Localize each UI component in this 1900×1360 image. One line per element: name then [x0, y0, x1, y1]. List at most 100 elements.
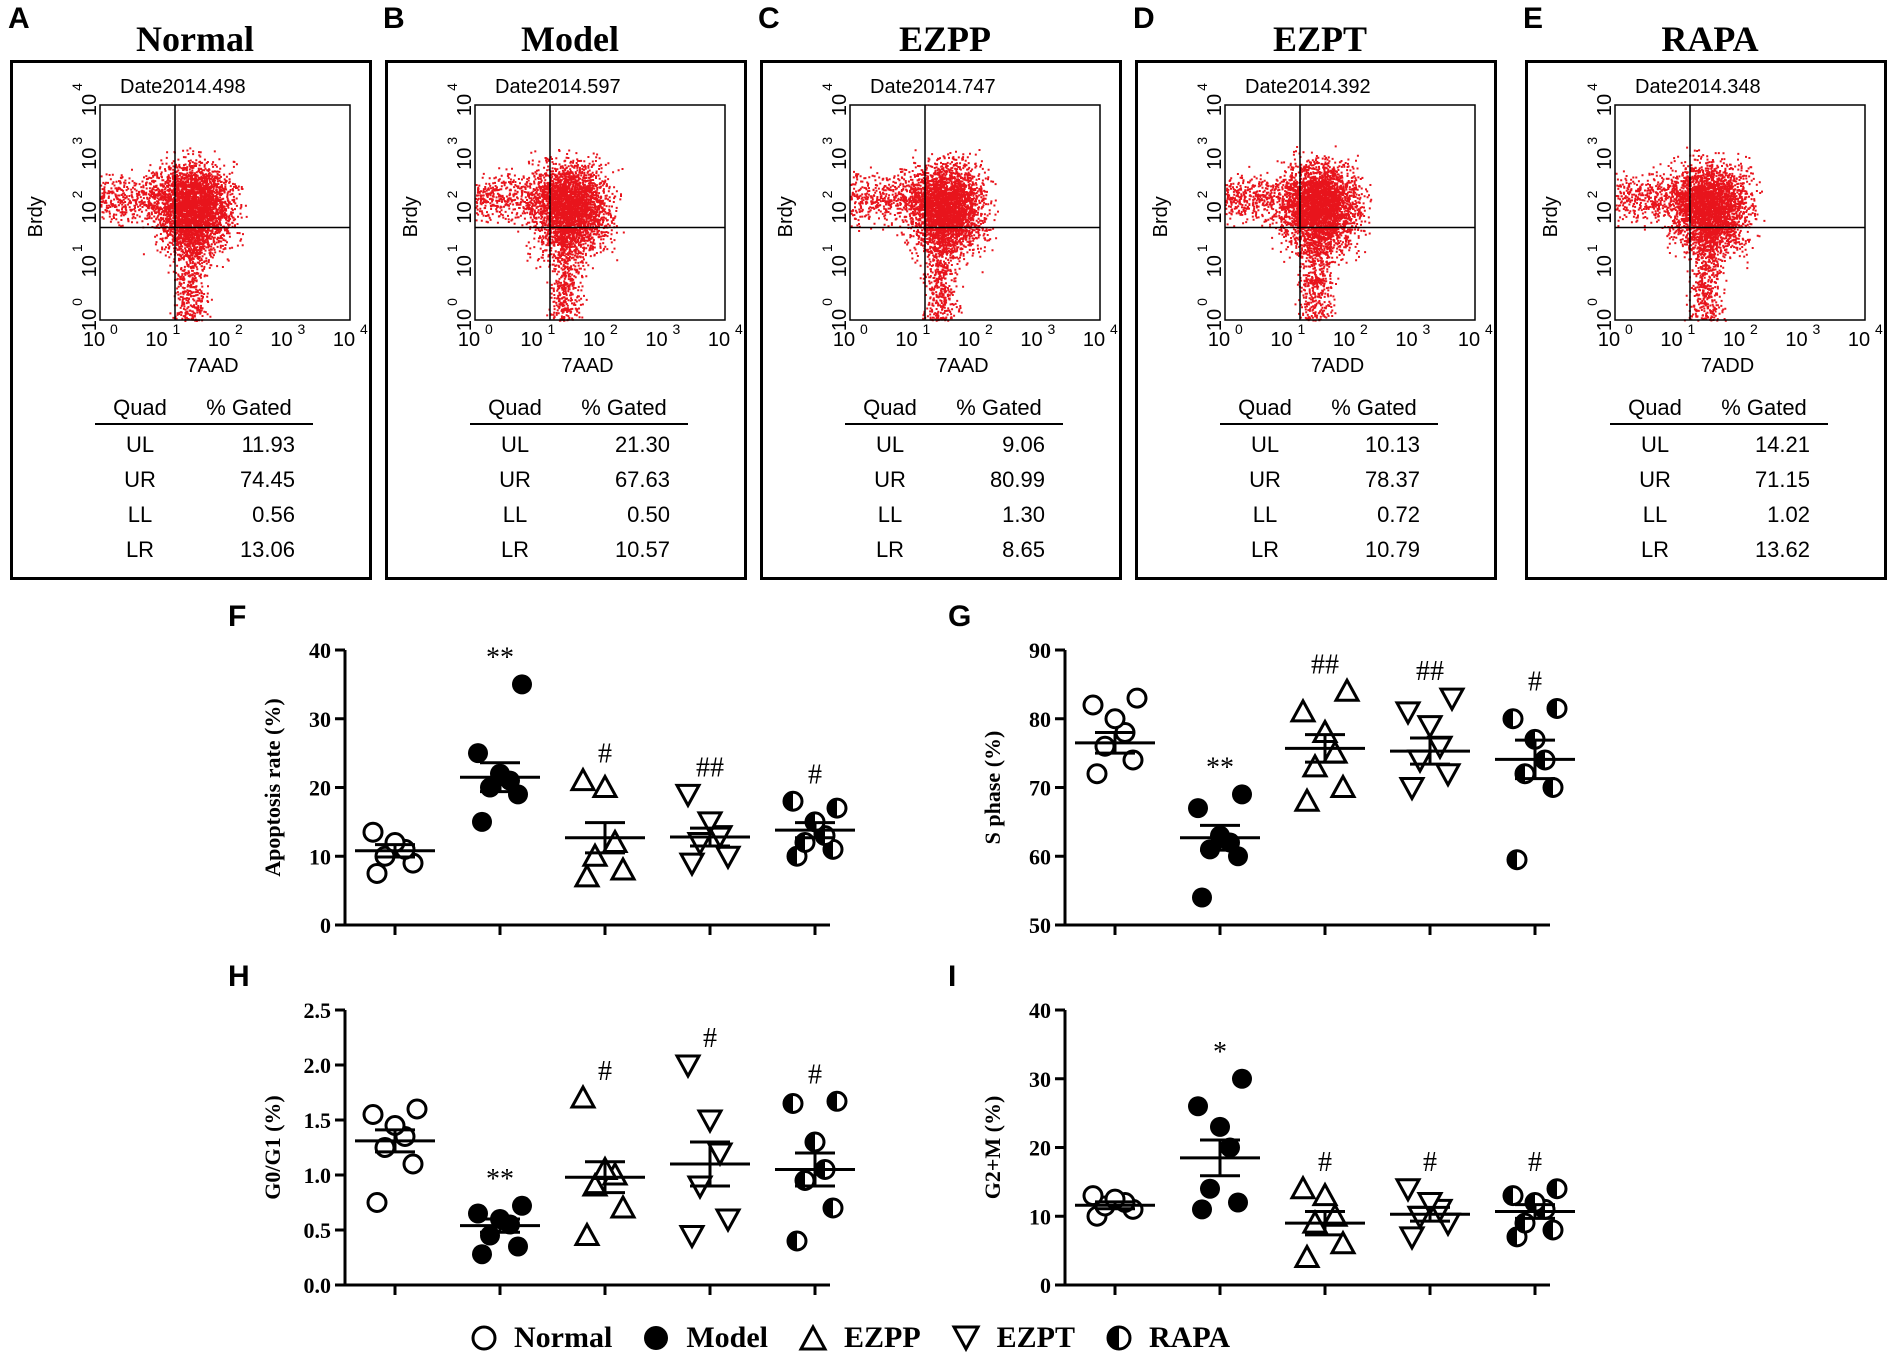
legend: Normal Model EZPP EZPT RAPA	[470, 1318, 1230, 1358]
table-header: Quad	[95, 395, 185, 425]
table-row: LR 8.65	[845, 530, 1063, 565]
significance-annotation: ##	[1416, 656, 1444, 687]
gated-value: 80.99	[989, 467, 1045, 492]
quad-table: Quad% Gated UL 10.13 UR 78.37 LL 0.72 LR 10.79	[1220, 395, 1438, 565]
table-row: LL 0.56	[95, 495, 313, 530]
gated-value: 0.72	[1377, 502, 1420, 527]
data-point	[1104, 708, 1126, 730]
data-point	[1126, 687, 1148, 709]
group-ezpt: ##	[670, 752, 750, 878]
y-tick-label: 10	[1594, 201, 1616, 223]
gated-value: 71.15	[1754, 467, 1810, 492]
gated-value: 10.57	[614, 537, 670, 562]
gated-value: 74.45	[239, 467, 295, 492]
significance-annotation: **	[486, 642, 514, 673]
quad-name: LR	[1250, 537, 1280, 562]
x-tick-label: 10	[1458, 329, 1480, 351]
group-normal	[1075, 1185, 1155, 1227]
y-tick-label: 80	[1029, 707, 1051, 732]
gated-value: 10.79	[1364, 537, 1420, 562]
data-point	[696, 1109, 724, 1135]
table-header: Quad	[470, 395, 560, 425]
y-tick-exponent: 0	[819, 298, 835, 306]
group-rapa: #	[775, 1059, 855, 1252]
x-tick-exponent: 0	[860, 321, 868, 337]
group-model: *	[1180, 1037, 1260, 1220]
data-point	[1289, 1174, 1317, 1200]
data-point	[1200, 1178, 1220, 1199]
quad-name: UR	[1639, 467, 1671, 492]
y-tick-label: 10	[79, 148, 101, 170]
data-point	[1232, 784, 1252, 805]
table-row: UL 9.06	[845, 424, 1063, 460]
significance-annotation: #	[808, 1059, 822, 1090]
quad-name: LL	[502, 502, 528, 527]
plot-frame	[474, 104, 726, 321]
y-tick-label: 10	[1594, 309, 1616, 331]
legend-item-normal: Normal	[470, 1321, 612, 1355]
x-tick-exponent: 3	[1813, 321, 1821, 337]
data-point	[1398, 1226, 1426, 1251]
table-row: UR 67.63	[470, 460, 688, 495]
y-tick-exponent: 4	[1584, 83, 1600, 91]
y-tick-label: 10	[79, 94, 101, 116]
data-point	[569, 1083, 597, 1109]
data-point	[1506, 849, 1528, 871]
data-point	[696, 811, 724, 836]
data-point	[1232, 1068, 1252, 1089]
significance-annotation: ##	[1311, 649, 1339, 680]
x-tick-exponent: 1	[923, 321, 931, 337]
significance-annotation: **	[486, 1164, 514, 1195]
y-tick-exponent: 0	[1194, 298, 1210, 306]
y-tick-exponent: 1	[444, 244, 460, 252]
y-tick-label: 20	[1029, 1136, 1051, 1161]
y-tick-exponent: 2	[819, 190, 835, 198]
quad-name: UL	[875, 432, 905, 457]
x-axis-label: 7AAD	[561, 355, 613, 377]
x-tick-exponent: 4	[1485, 321, 1493, 337]
legend-label-normal: Normal	[514, 1321, 613, 1354]
x-tick-label: 10	[208, 329, 230, 351]
gated-value: 11.93	[241, 432, 295, 457]
x-axis-label: 7AAD	[936, 355, 988, 377]
quad-name: UR	[499, 467, 531, 492]
data-point	[1220, 1137, 1240, 1158]
quad-name: LR	[500, 537, 530, 562]
y-tick-label: 10	[79, 201, 101, 223]
chart-letter: G	[948, 600, 972, 633]
table-row: LL 0.72	[1220, 495, 1438, 530]
group-normal	[355, 821, 435, 884]
y-tick-label: 90	[1029, 638, 1051, 663]
data-point	[581, 842, 609, 867]
y-tick-label: 10	[1594, 255, 1616, 277]
data-point	[1301, 752, 1329, 778]
data-point	[512, 674, 532, 695]
group-ezpt: ##	[1390, 656, 1470, 802]
x-axis-label: 7ADD	[1701, 355, 1754, 377]
group-ezpp: #	[565, 1056, 645, 1246]
significance-annotation: #	[598, 1056, 612, 1087]
x-tick-label: 10	[145, 329, 167, 351]
quad-name: LL	[877, 502, 903, 527]
data-point	[1406, 749, 1434, 775]
quad-table: Quad% Gated UL 14.21 UR 71.15 LL 1.02 LR 13.62	[1610, 395, 1828, 565]
data-point	[706, 1142, 734, 1168]
significance-annotation: #	[808, 759, 822, 790]
data-point	[366, 862, 388, 884]
y-tick-label: 2.0	[304, 1053, 332, 1078]
group-ezpt: #	[670, 1023, 750, 1250]
table-header: Quad	[1610, 395, 1700, 425]
data-point	[1321, 1202, 1349, 1227]
data-point	[480, 1225, 500, 1246]
gated-value: 78.37	[1364, 467, 1420, 492]
y-tick-label: 50	[1029, 913, 1051, 938]
x-tick-label: 10	[708, 329, 730, 351]
quad-name: LL	[1252, 502, 1278, 527]
x-tick-label: 10	[1395, 329, 1417, 351]
data-point	[601, 828, 629, 853]
plot-frame	[1614, 104, 1866, 321]
panel-letter: A	[8, 2, 30, 35]
x-tick-exponent: 1	[1688, 321, 1696, 337]
y-tick-exponent: 1	[819, 244, 835, 252]
y-tick-label: 30	[1029, 1067, 1051, 1092]
